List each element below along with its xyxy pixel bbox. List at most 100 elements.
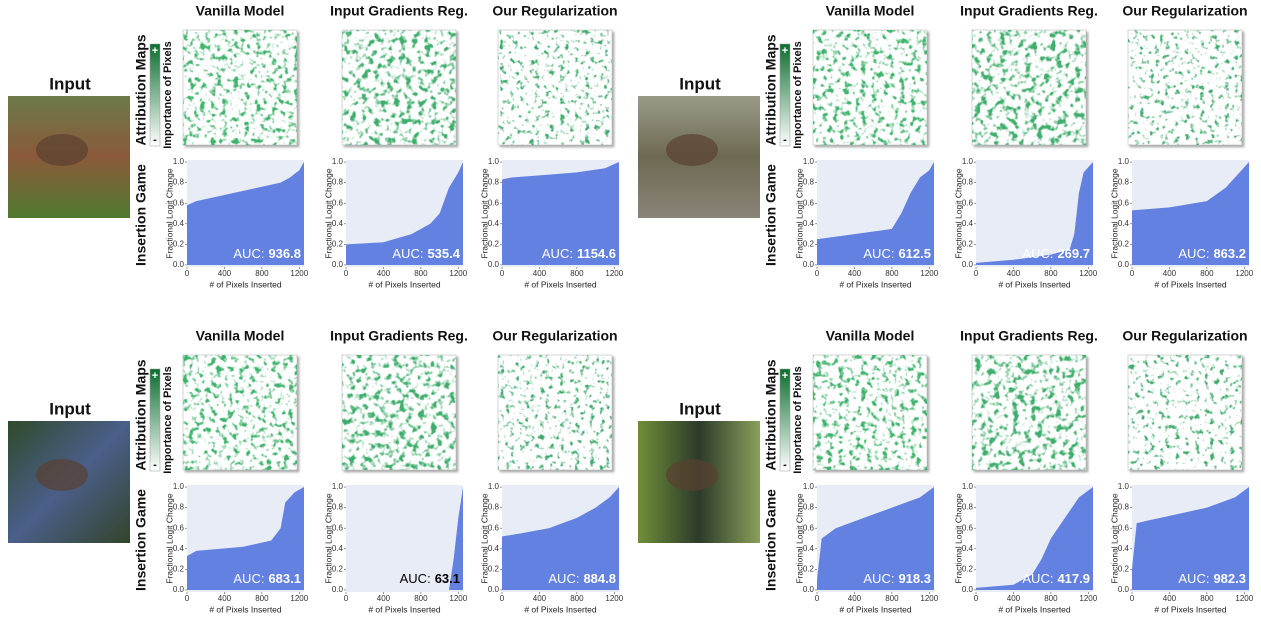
y-tick-label: 0.2 <box>332 564 344 573</box>
colorbar <box>149 368 161 472</box>
x-tick-label: 1200 <box>449 269 467 278</box>
colorbar <box>149 43 161 147</box>
y-tick-label: 1.0 <box>173 482 185 491</box>
auc-value: 936.8 <box>268 246 301 261</box>
auc-annotation: AUC: 269.7 <box>1022 246 1090 261</box>
x-tick-label: 0 <box>815 269 820 278</box>
x-tick-label: 0 <box>500 594 505 603</box>
colorbar-label: Importance of Pixels <box>162 366 174 474</box>
x-tick-label: 1200 <box>920 594 938 603</box>
x-tick-label: 800 <box>1200 269 1214 278</box>
row-label: Attribution Maps <box>763 34 779 145</box>
column-title: Our Regularization <box>492 3 617 19</box>
x-tick-label: 800 <box>255 594 269 603</box>
x-tick-label: 1200 <box>605 594 623 603</box>
y-tick-label: 0.4 <box>962 219 974 228</box>
area <box>1132 487 1249 590</box>
y-tick-label: 0.0 <box>1118 585 1130 594</box>
y-tick-label: 0.4 <box>332 544 344 553</box>
x-tick-label: 1200 <box>920 269 938 278</box>
x-tick-label: 400 <box>377 269 391 278</box>
auc-value: 982.3 <box>1213 571 1246 586</box>
column-title: Vanilla Model <box>826 3 915 19</box>
x-axis-label: # of Pixels Inserted <box>839 279 912 289</box>
x-axis-label: # of Pixels Inserted <box>209 279 282 289</box>
x-tick-label: 1200 <box>290 269 308 278</box>
y-tick-label: 0.8 <box>488 503 500 512</box>
plot-area <box>346 485 463 592</box>
x-axis-label: # of Pixels Inserted <box>368 604 441 614</box>
auc-value: 535.4 <box>427 246 460 261</box>
area <box>1132 162 1249 265</box>
y-tick-label: 0.6 <box>803 523 815 532</box>
y-tick-label: 0.6 <box>332 198 344 207</box>
x-tick-label: 800 <box>885 269 899 278</box>
y-tick-label: 1.0 <box>803 482 815 491</box>
area <box>502 162 619 265</box>
row-label: Insertion Game <box>133 489 149 591</box>
area <box>817 487 934 590</box>
y-tick-label: 0.2 <box>173 239 185 248</box>
x-tick-label: 1200 <box>1079 594 1097 603</box>
colorbar <box>779 368 791 472</box>
colorbar <box>779 43 791 147</box>
bird-shape <box>36 459 88 491</box>
y-axis-label: Fractional Logit Change <box>953 493 963 584</box>
attribution-map <box>183 30 297 145</box>
x-tick-label: 0 <box>974 269 979 278</box>
x-tick-label: 1200 <box>605 269 623 278</box>
y-tick-label: 0.6 <box>1118 523 1130 532</box>
auc-label: AUC: <box>1022 571 1053 586</box>
x-tick-label: 800 <box>414 594 428 603</box>
auc-annotation: AUC: 535.4 <box>392 246 460 261</box>
y-tick-label: 0.4 <box>962 544 974 553</box>
auc-value: 683.1 <box>268 571 301 586</box>
area <box>817 162 934 265</box>
x-tick-label: 400 <box>377 594 391 603</box>
y-axis-label: Fractional Logit Change <box>794 168 804 259</box>
y-tick-label: 0.0 <box>332 585 344 594</box>
y-tick-label: 0.4 <box>1118 544 1130 553</box>
y-tick-label: 0.8 <box>1118 178 1130 187</box>
x-tick-label: 400 <box>1163 269 1177 278</box>
y-axis-label: Fractional Logit Change <box>479 493 489 584</box>
bird-shape <box>666 459 718 491</box>
x-axis-label: # of Pixels Inserted <box>1154 604 1227 614</box>
y-tick-label: 0.2 <box>1118 564 1130 573</box>
auc-annotation: AUC: 982.3 <box>1178 571 1246 586</box>
y-tick-label: 0.0 <box>962 260 974 269</box>
y-tick-label: 0.6 <box>173 523 185 532</box>
y-tick-label: 1.0 <box>332 157 344 166</box>
x-tick-label: 400 <box>218 594 232 603</box>
auc-label: AUC: <box>548 571 579 586</box>
auc-label: AUC: <box>233 246 264 261</box>
auc-label: AUC: <box>863 571 894 586</box>
auc-label: AUC: <box>392 246 423 261</box>
column-title: Our Regularization <box>492 328 617 344</box>
area <box>346 487 463 590</box>
x-tick-label: 1200 <box>1235 269 1253 278</box>
auc-value: 612.5 <box>898 246 931 261</box>
x-axis-label: # of Pixels Inserted <box>998 279 1071 289</box>
x-axis-label: # of Pixels Inserted <box>209 604 282 614</box>
area <box>976 162 1093 265</box>
colorbar-label: Importance of Pixels <box>792 41 804 149</box>
x-axis-label: # of Pixels Inserted <box>839 604 912 614</box>
row-label: Insertion Game <box>763 489 779 591</box>
attribution-map <box>1128 30 1242 145</box>
row-label: Attribution Maps <box>133 34 149 145</box>
y-axis-label: Fractional Logit Change <box>1109 493 1119 584</box>
y-tick-label: 0.2 <box>488 564 500 573</box>
y-axis-label: Fractional Logit Change <box>164 168 174 259</box>
y-tick-label: 0.4 <box>488 544 500 553</box>
colorbar-plus: + <box>152 45 158 57</box>
x-tick-label: 1200 <box>290 594 308 603</box>
auc-annotation: AUC: 884.8 <box>548 571 616 586</box>
y-axis-label: Fractional Logit Change <box>1109 168 1119 259</box>
y-tick-label: 0.2 <box>803 564 815 573</box>
x-tick-label: 400 <box>1007 269 1021 278</box>
auc-value: 1154.6 <box>577 246 616 261</box>
column-title: Input Gradients Reg. <box>960 328 1098 344</box>
attribution-map <box>972 30 1086 145</box>
